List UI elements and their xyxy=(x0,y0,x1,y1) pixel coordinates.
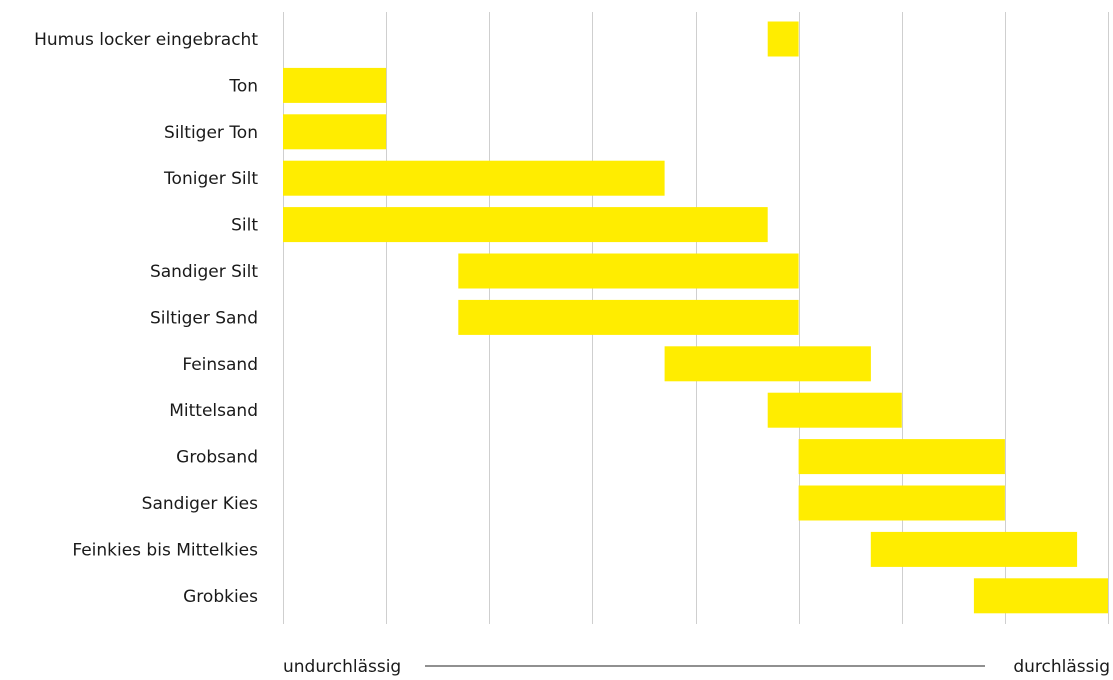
category-label: Siltiger Sand xyxy=(150,308,258,328)
category-label: Toniger Silt xyxy=(163,169,258,189)
range-bar xyxy=(458,253,799,289)
range-bar xyxy=(767,21,799,57)
axis-left-label: undurchlässig xyxy=(283,657,401,677)
range-bar xyxy=(798,439,1005,475)
range-bar xyxy=(767,392,902,428)
category-label: Humus locker eingebracht xyxy=(34,30,258,50)
category-label: Ton xyxy=(228,76,258,96)
range-bar xyxy=(973,578,1108,614)
category-label: Siltiger Ton xyxy=(164,123,258,143)
category-label: Sandiger Silt xyxy=(150,262,258,282)
range-bar xyxy=(283,160,665,196)
permeability-axis: undurchlässig durchlässig xyxy=(283,657,1110,677)
category-label: Feinsand xyxy=(182,355,258,375)
range-bar xyxy=(283,114,387,150)
range-bar xyxy=(870,531,1078,567)
category-label: Grobsand xyxy=(176,448,258,468)
range-bar xyxy=(283,207,768,243)
axis-right-label: durchlässig xyxy=(1013,657,1110,677)
category-label: Grobkies xyxy=(183,587,258,607)
bars xyxy=(283,21,1108,614)
category-label: Silt xyxy=(231,216,258,236)
category-label: Mittelsand xyxy=(169,401,258,421)
category-label: Sandiger Kies xyxy=(142,494,258,514)
range-bar xyxy=(283,67,387,103)
range-bar xyxy=(458,299,799,335)
range-bar xyxy=(798,485,1005,521)
category-labels: Humus locker eingebracht Ton Siltiger Ton T… xyxy=(34,30,258,607)
range-bar xyxy=(664,346,871,382)
category-label: Feinkies bis Mittelkies xyxy=(72,540,258,560)
